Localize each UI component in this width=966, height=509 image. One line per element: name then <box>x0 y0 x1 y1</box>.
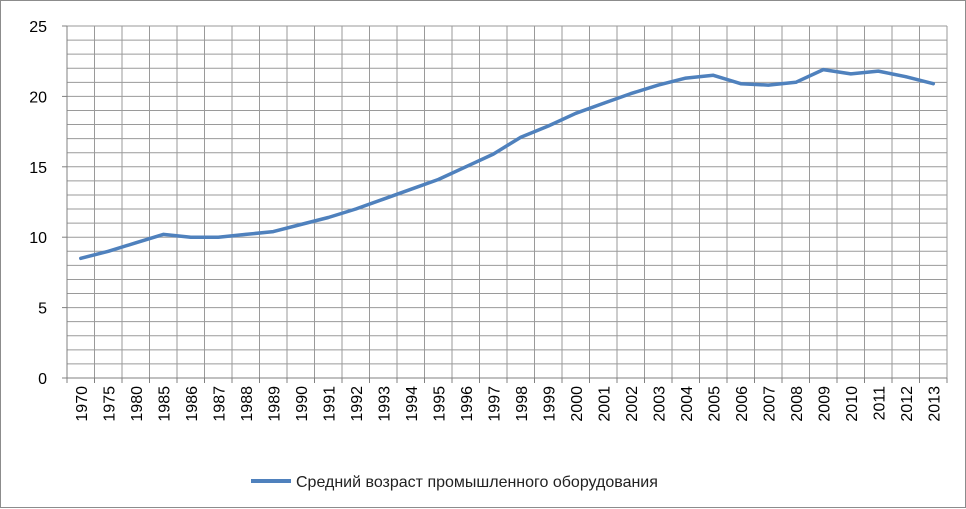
data-point <box>821 68 825 72</box>
data-point <box>244 232 248 236</box>
data-point <box>711 73 715 77</box>
x-tick-labels: 1970 1975 1980 1985 1986 1987 1988 1989 1990 1991… <box>74 386 944 422</box>
y-tick-label: 25 <box>29 19 47 36</box>
data-point <box>931 82 935 86</box>
x-tick-label: 1987 <box>211 386 228 422</box>
data-point <box>79 256 83 260</box>
data-point <box>436 177 440 181</box>
data-point <box>189 235 193 239</box>
data-point <box>794 80 798 84</box>
data-point <box>739 82 743 86</box>
x-tick-label: 1975 <box>101 386 118 422</box>
legend-label: Средний возраст промышленного оборудован… <box>296 474 658 491</box>
data-point <box>381 197 385 201</box>
data-point <box>629 92 633 96</box>
x-tick-label: 2010 <box>844 386 861 422</box>
x-tick-label: 2003 <box>651 386 668 422</box>
data-point <box>161 232 165 236</box>
x-tick-label: 2007 <box>761 386 778 422</box>
data-point <box>271 230 275 234</box>
x-tick-label: 2000 <box>569 386 586 422</box>
x-tick-label: 1996 <box>459 386 476 422</box>
y-tick-label: 15 <box>29 160 47 177</box>
x-tick-label: 1994 <box>404 386 421 422</box>
x-tick-label: 2001 <box>596 386 613 422</box>
y-tick-label: 5 <box>38 301 47 318</box>
x-tick-label: 1992 <box>349 386 366 422</box>
x-tick-label: 2005 <box>706 386 723 422</box>
data-point <box>299 223 303 227</box>
x-tick-label: 2011 <box>871 386 888 421</box>
x-tick-label: 1989 <box>266 386 283 422</box>
legend: Средний возраст промышленного оборудован… <box>251 474 658 491</box>
data-point <box>849 72 853 76</box>
data-point <box>656 83 660 87</box>
data-point <box>574 111 578 115</box>
series-line <box>79 67 936 261</box>
x-tick-label: 1986 <box>184 386 201 422</box>
series-layer <box>79 67 936 261</box>
y-tick-label: 0 <box>38 371 47 388</box>
x-tick-label: 1997 <box>486 386 503 422</box>
x-tick-label: 1991 <box>321 386 338 422</box>
x-tick-label: 1999 <box>541 386 558 422</box>
y-tick-label: 20 <box>29 89 47 106</box>
x-tick-label: 1985 <box>156 386 173 422</box>
data-point <box>134 241 138 245</box>
data-point <box>684 76 688 80</box>
x-tick-label: 2012 <box>899 386 916 422</box>
data-point <box>601 101 605 105</box>
x-tick-label: 1988 <box>239 386 256 422</box>
x-tick-label: 1998 <box>514 386 531 422</box>
x-tick-label: 2008 <box>789 386 806 422</box>
data-point <box>519 135 523 139</box>
data-point <box>106 249 110 253</box>
x-tick-label: 1970 <box>74 386 91 422</box>
data-point <box>546 124 550 128</box>
x-tick-label: 2004 <box>679 386 696 422</box>
x-tick-label: 1990 <box>294 386 311 422</box>
x-tick-label: 1980 <box>129 386 146 422</box>
grid <box>67 25 948 378</box>
data-point <box>464 165 468 169</box>
x-tick-label: 2002 <box>624 386 641 422</box>
x-tick-label: 2013 <box>926 386 943 422</box>
data-point <box>904 75 908 79</box>
data-point <box>766 83 770 87</box>
data-point <box>354 207 358 211</box>
data-point <box>876 69 880 73</box>
y-tick-labels: 0 5 10 15 20 25 <box>29 19 47 388</box>
data-point <box>216 235 220 239</box>
x-tick-label: 1993 <box>376 386 393 422</box>
x-tick-label: 1995 <box>431 386 448 422</box>
x-tick-label: 2009 <box>816 386 833 422</box>
data-point <box>326 215 330 219</box>
x-tick-label: 2006 <box>734 386 751 422</box>
data-point <box>491 152 495 156</box>
data-point <box>409 187 413 191</box>
axes <box>62 25 948 383</box>
y-tick-label: 10 <box>29 230 47 247</box>
